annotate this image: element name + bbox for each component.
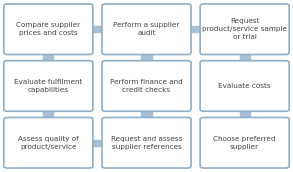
FancyBboxPatch shape <box>200 61 289 111</box>
FancyBboxPatch shape <box>4 4 93 55</box>
FancyArrow shape <box>142 52 152 63</box>
FancyArrow shape <box>43 109 53 120</box>
FancyArrow shape <box>188 26 204 32</box>
Text: Perform a supplier
audit: Perform a supplier audit <box>113 22 180 36</box>
FancyBboxPatch shape <box>4 117 93 168</box>
Text: Assess quality of
product/service: Assess quality of product/service <box>18 136 79 150</box>
Text: Request
product/service sample
or trial: Request product/service sample or trial <box>202 19 287 40</box>
FancyBboxPatch shape <box>102 117 191 168</box>
FancyArrow shape <box>89 26 105 32</box>
FancyArrow shape <box>43 52 53 63</box>
FancyBboxPatch shape <box>200 4 289 55</box>
FancyArrow shape <box>89 140 105 146</box>
FancyBboxPatch shape <box>102 61 191 111</box>
Text: Evaluate fulfilment
capabilities: Evaluate fulfilment capabilities <box>14 79 83 93</box>
Text: Request and assess
supplier references: Request and assess supplier references <box>111 136 182 150</box>
FancyArrow shape <box>240 52 250 63</box>
FancyArrow shape <box>240 109 250 120</box>
Text: Evaluate costs: Evaluate costs <box>218 83 271 89</box>
Text: Choose preferred
supplier: Choose preferred supplier <box>213 136 276 150</box>
FancyBboxPatch shape <box>200 117 289 168</box>
FancyBboxPatch shape <box>102 4 191 55</box>
Text: Compare supplier
prices and costs: Compare supplier prices and costs <box>16 22 80 36</box>
Text: Perform finance and
credit checks: Perform finance and credit checks <box>110 79 183 93</box>
FancyBboxPatch shape <box>4 61 93 111</box>
FancyArrow shape <box>142 109 152 120</box>
